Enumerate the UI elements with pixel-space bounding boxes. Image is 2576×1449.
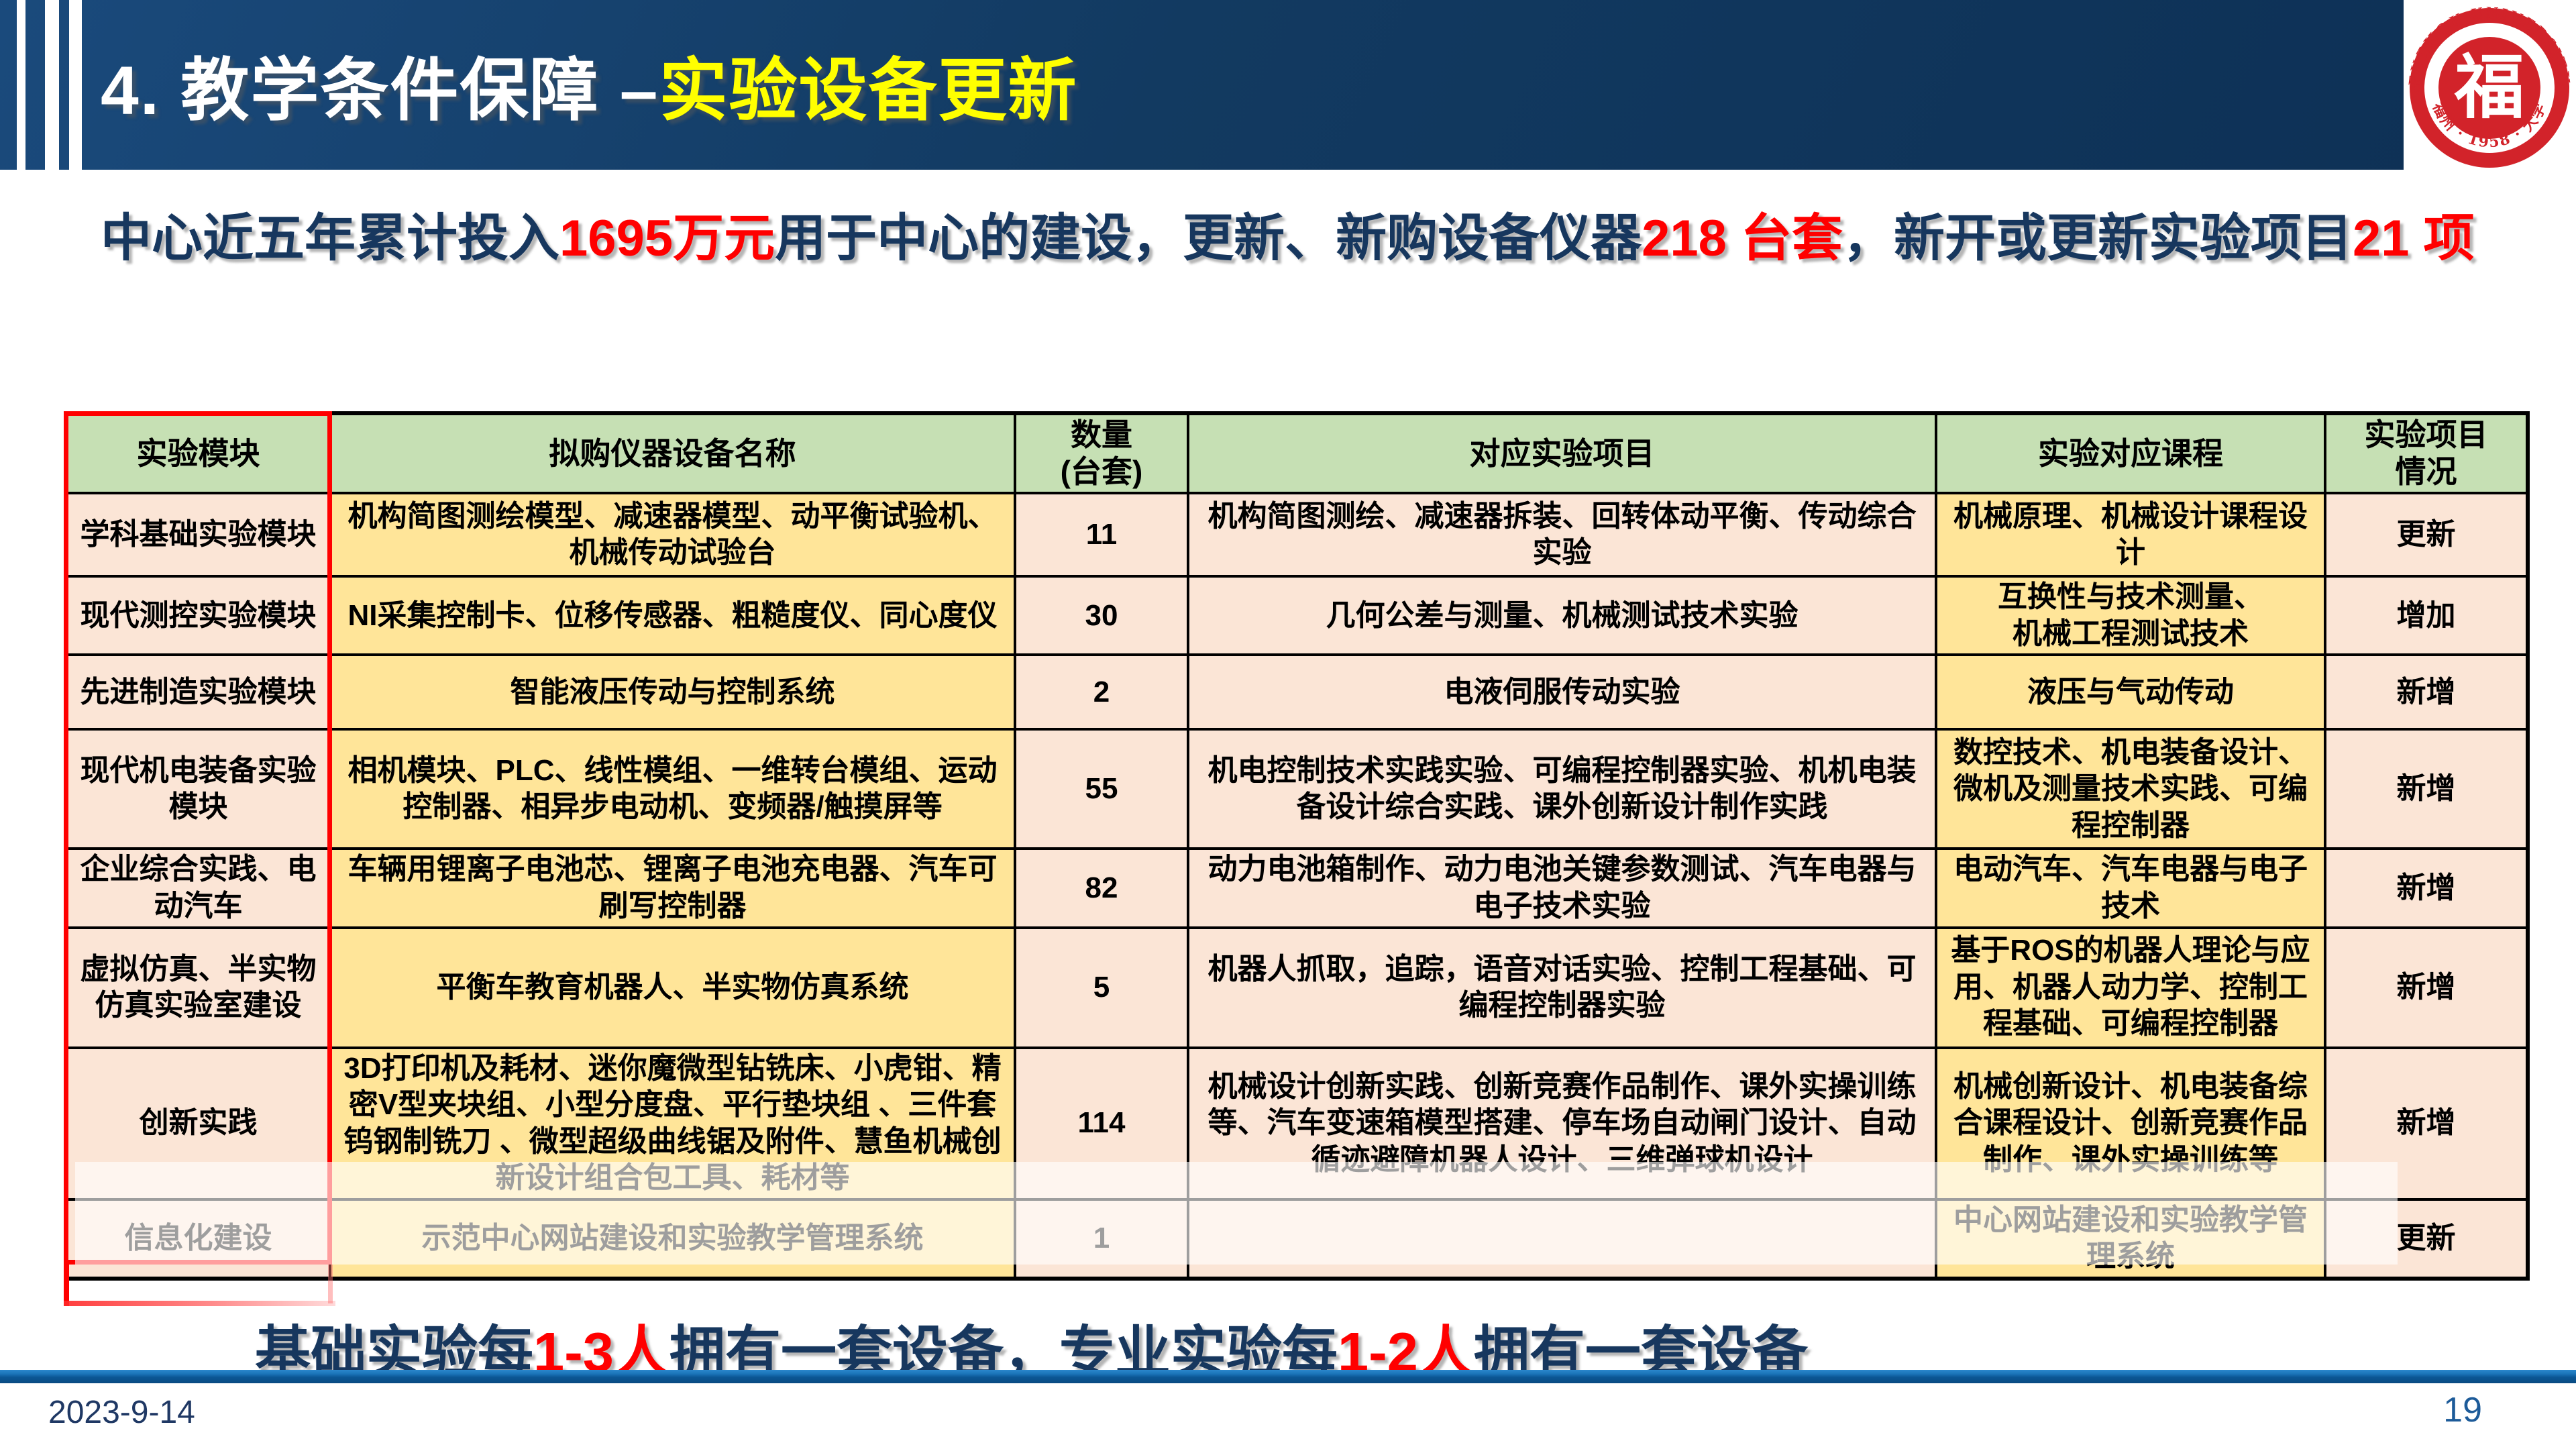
- university-logo: 福 FUZHOU UNIVERSITY 福州 · 1958 · 大学: [2404, 0, 2576, 176]
- cell-courses: 机械原理、机械设计课程设计: [1935, 492, 2326, 578]
- cell-equipment: NI采集控制卡、位移传感器、粗糙度仪、同心度仪: [329, 575, 1016, 657]
- footer-divider-bar: [0, 1370, 2576, 1383]
- cell-projects: 几何公差与测量、机械测试技术实验: [1187, 575, 1937, 657]
- cell-qty: 55: [1014, 728, 1189, 851]
- cell-equipment: 3D打印机及耗材、迷你魔微型钻铣床、小虎钳、精密V型夹块组、小型分度盘、平行垫块…: [329, 1046, 1016, 1201]
- text-segment: 1695万元: [559, 210, 775, 267]
- cell-equipment: 智能液压传动与控制系统: [329, 653, 1016, 731]
- header-stripe: [69, 0, 82, 170]
- table-row: 企业综合实践、电动汽车 车辆用锂离子电池芯、锂离子电池充电器、汽车可刷写控制器 82…: [64, 847, 2529, 929]
- cell-status: 增加: [2324, 575, 2529, 657]
- column-header: 拟购仪器设备名称: [329, 411, 1016, 495]
- cell-qty: 5: [1014, 926, 1189, 1049]
- cell-qty: 11: [1014, 492, 1189, 578]
- highlight-box-extension: [64, 1265, 69, 1306]
- cell-status: 新增: [2324, 653, 2529, 731]
- cell-projects: 机器人抓取，追踪，语音对话实验、控制工程基础、可编程控制器实验: [1187, 926, 1937, 1049]
- table-row: 现代测控实验模块 NI采集控制卡、位移传感器、粗糙度仪、同心度仪 30 几何公差与测量…: [64, 575, 2529, 657]
- highlight-box-extension: [64, 1301, 335, 1306]
- highlight-box-extension: [328, 1265, 333, 1303]
- page-number: 19: [2443, 1391, 2482, 1430]
- cell-status: 新增: [2324, 926, 2529, 1049]
- column-header: 数量 (台套): [1014, 411, 1189, 495]
- cell-status: 新增: [2324, 728, 2529, 851]
- cell-qty: 1: [1014, 1197, 1189, 1280]
- table-header-row: 实验模块 拟购仪器设备名称 数量 (台套) 对应实验项目 实验对应课程 实验项目 情况: [64, 411, 2529, 495]
- cell-projects: 机电控制技术实践实验、可编程控制器实验、机机电装备设计综合实践、课外创新设计制作…: [1187, 728, 1937, 851]
- fuzhou-university-seal-icon: 福 FUZHOU UNIVERSITY 福州 · 1958 · 大学: [2404, 0, 2576, 176]
- column-header: 实验模块: [64, 411, 331, 495]
- cell-courses: 互换性与技术测量、 机械工程测试技术: [1935, 575, 2326, 657]
- column-header: 实验项目 情况: [2324, 411, 2529, 495]
- cell-courses: 机械创新设计、机电装备综合课程设计、创新竞赛作品制作、课外实操训练等: [1935, 1046, 2326, 1201]
- cell-module: 虚拟仿真、半实物仿真实验室建设: [64, 926, 331, 1049]
- text-segment: 21 项: [2353, 210, 2475, 267]
- table-row: 学科基础实验模块 机构简图测绘模型、减速器模型、动平衡试验机、机械传动试验台 11 机…: [64, 492, 2529, 578]
- cell-status: 更新: [2324, 1197, 2529, 1280]
- table-row: 创新实践 3D打印机及耗材、迷你魔微型钻铣床、小虎钳、精密V型夹块组、小型分度盘、…: [64, 1046, 2529, 1201]
- intro-paragraph: 中心近五年累计投入1695万元用于中心的建设，更新、新购设备仪器218 台套，新…: [101, 201, 2509, 276]
- cell-equipment: 机构简图测绘模型、减速器模型、动平衡试验机、机械传动试验台: [329, 492, 1016, 578]
- header-stripe: [45, 0, 59, 170]
- column-header: 实验对应课程: [1935, 411, 2326, 495]
- cell-courses: 中心网站建设和实验教学管理系统: [1935, 1197, 2326, 1280]
- cell-projects: 动力电池箱制作、动力电池关键参数测试、汽车电器与电子技术实验: [1187, 847, 1937, 929]
- cell-projects: [1187, 1197, 1937, 1280]
- page-title-highlight: 实验设备更新: [659, 52, 1078, 129]
- cell-status: 新增: [2324, 1046, 2529, 1201]
- text-segment: 中心近五年累计投入: [101, 210, 559, 267]
- cell-courses: 基于ROS的机器人理论与应用、机器人动力学、控制工程基础、可编程控制器: [1935, 926, 2326, 1049]
- cell-projects: 机械设计创新实践、创新竞赛作品制作、课外实操训练等、汽车变速箱模型搭建、停车场自…: [1187, 1046, 1937, 1201]
- table-row: 信息化建设 示范中心网站建设和实验教学管理系统 1 中心网站建设和实验教学管理系统 更新: [64, 1197, 2529, 1280]
- table-row: 先进制造实验模块 智能液压传动与控制系统 2 电液伺服传动实验 液压与气动传动 新增: [64, 653, 2529, 731]
- cell-qty: 114: [1014, 1046, 1189, 1201]
- footer-date: 2023-9-14: [48, 1395, 195, 1430]
- page-title: 4. 教学条件保障 – 实验设备更新: [101, 0, 1077, 170]
- seal-center-glyph: 福: [2454, 46, 2524, 128]
- cell-equipment: 平衡车教育机器人、半实物仿真系统: [329, 926, 1016, 1049]
- header-bar: 4. 教学条件保障 – 实验设备更新: [0, 0, 2576, 170]
- cell-courses: 液压与气动传动: [1935, 653, 2326, 731]
- table-row: 现代机电装备实验模块 相机模块、PLC、线性模组、一维转台模组、运动控制器、相异步…: [64, 728, 2529, 851]
- page-title-prefix: 4. 教学条件保障 –: [101, 52, 659, 129]
- cell-equipment: 车辆用锂离子电池芯、锂离子电池充电器、汽车可刷写控制器: [329, 847, 1016, 929]
- cell-status: 新增: [2324, 847, 2529, 929]
- cell-qty: 30: [1014, 575, 1189, 657]
- text-segment: 218 台套: [1642, 210, 1843, 267]
- cell-projects: 电液伺服传动实验: [1187, 653, 1937, 731]
- cell-module: 现代机电装备实验模块: [64, 728, 331, 851]
- cell-module: 先进制造实验模块: [64, 653, 331, 731]
- header-stripe: [17, 0, 25, 170]
- cell-qty: 82: [1014, 847, 1189, 929]
- cell-module: 企业综合实践、电动汽车: [64, 847, 331, 929]
- cell-module: 创新实践: [64, 1046, 331, 1201]
- cell-module: 现代测控实验模块: [64, 575, 331, 657]
- cell-module: 学科基础实验模块: [64, 492, 331, 578]
- cell-equipment: 相机模块、PLC、线性模组、一维转台模组、运动控制器、相异步电动机、变频器/触摸…: [329, 728, 1016, 851]
- cell-courses: 电动汽车、汽车电器与电子技术: [1935, 847, 2326, 929]
- cell-courses: 数控技术、机电装备设计、微机及测量技术实践、可编程控制器: [1935, 728, 2326, 851]
- cell-status: 更新: [2324, 492, 2529, 578]
- text-segment: ，新开或更新实验项目: [1843, 210, 2353, 267]
- cell-qty: 2: [1014, 653, 1189, 731]
- table-row: 虚拟仿真、半实物仿真实验室建设 平衡车教育机器人、半实物仿真系统 5 机器人抓取，追踪…: [64, 926, 2529, 1049]
- equipment-table: 实验模块 拟购仪器设备名称 数量 (台套) 对应实验项目 实验对应课程 实验项目 情况 学…: [64, 411, 2530, 1281]
- cell-module: 信息化建设: [64, 1197, 331, 1280]
- text-segment: 用于中心的建设，更新、新购设备仪器: [775, 210, 1642, 267]
- cell-projects: 机构简图测绘、减速器拆装、回转体动平衡、传动综合实验: [1187, 492, 1937, 578]
- cell-equipment: 示范中心网站建设和实验教学管理系统: [329, 1197, 1016, 1280]
- column-header: 对应实验项目: [1187, 411, 1937, 495]
